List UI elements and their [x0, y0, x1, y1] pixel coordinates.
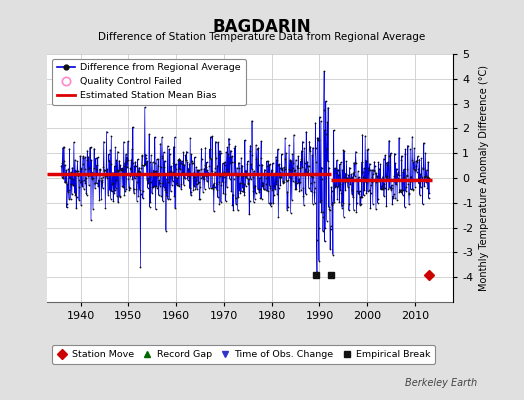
Text: BAGDARIN: BAGDARIN	[213, 18, 311, 36]
Legend: Station Move, Record Gap, Time of Obs. Change, Empirical Break: Station Move, Record Gap, Time of Obs. C…	[52, 345, 435, 364]
Text: Difference of Station Temperature Data from Regional Average: Difference of Station Temperature Data f…	[99, 32, 425, 42]
Y-axis label: Monthly Temperature Anomaly Difference (°C): Monthly Temperature Anomaly Difference (…	[479, 65, 489, 291]
Text: Berkeley Earth: Berkeley Earth	[405, 378, 477, 388]
